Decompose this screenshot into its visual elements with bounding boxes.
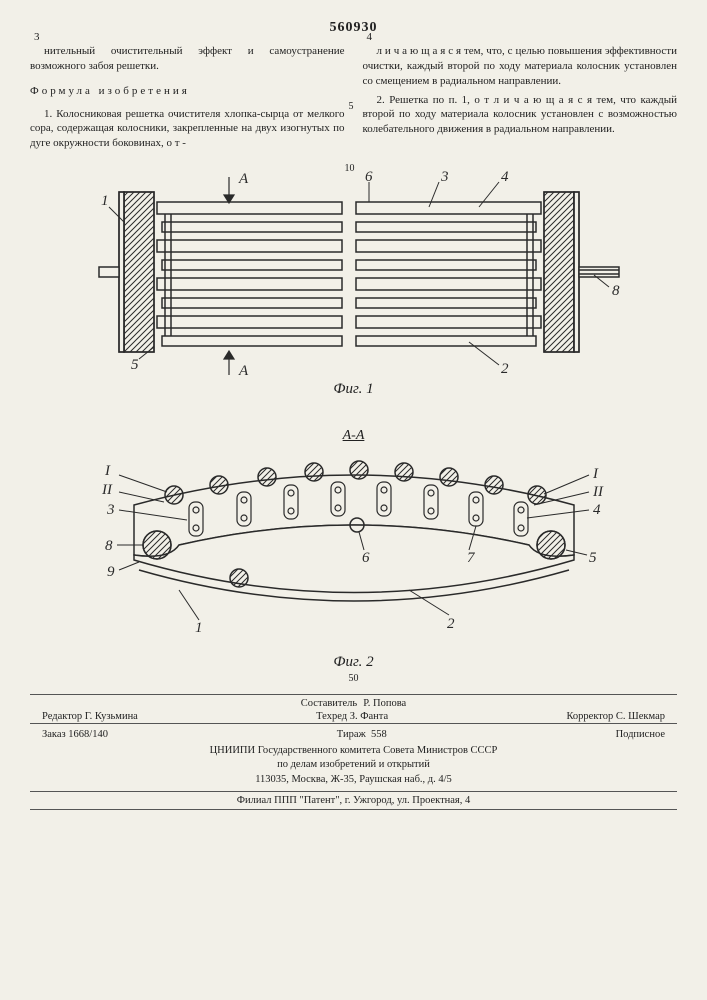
editor-label: Редактор [42,711,82,722]
svg-text:3: 3 [440,169,449,185]
left-column: 3 нительный очистительный эффект и самоу… [30,44,345,155]
svg-text:II: II [592,484,604,500]
svg-text:6: 6 [365,169,373,185]
svg-text:I: I [592,466,599,482]
corr-name: С. Шекмар [616,711,665,722]
text-columns: 3 нительный очистительный эффект и самоу… [30,44,677,155]
svg-text:2: 2 [501,361,509,377]
svg-text:5: 5 [589,550,597,566]
svg-text:8: 8 [105,538,113,554]
line-number-5: 5 [349,100,354,114]
svg-text:4: 4 [593,502,601,518]
svg-text:9: 9 [107,564,115,580]
svg-text:2: 2 [447,616,455,632]
svg-text:3: 3 [106,502,115,518]
tirazh-label: Тираж [337,729,366,740]
compiler-label: Составитель [301,698,357,709]
address: 113035, Москва, Ж-35, Раушская наб., д. … [30,773,677,788]
figure-2-drawing: I II 3 8 9 1 6 7 2 I II 4 5 [69,450,639,650]
formula-heading: Формула изобретения [30,84,345,99]
section-label: А-А [30,428,677,444]
tech-name: З. Фанта [350,711,388,722]
line-number-10: 10 [345,162,355,176]
order-num: 1668/140 [68,729,108,740]
corr-label: Корректор [566,711,613,722]
compiler-name: Р. Попова [363,698,406,709]
svg-text:1: 1 [101,193,109,209]
footer-block: Составитель Р. Попова Редактор Г. Кузьми… [30,694,677,810]
page-line-50: 50 [30,673,677,684]
org-line-1: ЦНИИПИ Государственного комитета Совета … [30,744,677,759]
svg-text:5: 5 [131,357,139,373]
svg-text:1: 1 [195,620,203,636]
svg-text:4: 4 [501,169,509,185]
svg-text:I: I [104,463,111,479]
right-para-1: л и ч а ю щ а я с я тем, что, с целью по… [363,44,678,89]
left-para-2: 1. Колосниковая решетка очистителя хлопк… [30,107,345,152]
svg-text:II: II [101,482,113,498]
col-number-left: 3 [34,30,40,45]
figure-2-caption: Фиг. 2 [30,654,677,671]
editor-name: Г. Кузьмина [85,711,138,722]
figure-1-caption: Фиг. 1 [30,381,677,398]
col-number-right: 4 [367,30,373,45]
patent-number: 560930 [30,20,677,36]
figure-2-container: А-А [30,428,677,684]
svg-text:6: 6 [362,550,370,566]
subscription: Подписное [616,728,665,743]
right-para-2: 2. Решетка по п. 1, о т л и ч а ю щ а я … [363,93,678,138]
left-para-1: нительный очистительный эффект и самоуст… [30,44,345,74]
figure-1-drawing: А А 1 5 6 3 4 2 8 [69,167,639,377]
svg-text:А: А [238,171,249,187]
tech-label: Техред [316,711,347,722]
tirazh-num: 558 [371,729,387,740]
svg-text:А: А [238,363,249,377]
org-line-2: по делам изобретений и открытий [30,758,677,773]
order-label: Заказ [42,729,66,740]
filial: Филиал ППП "Патент", г. Ужгород, ул. Про… [237,795,471,806]
figure-1-container: А А 1 5 6 3 4 2 8 Фиг. 1 [30,167,677,398]
right-column: 4 5 10 л и ч а ю щ а я с я тем, что, с ц… [363,44,678,155]
svg-text:8: 8 [612,283,620,299]
